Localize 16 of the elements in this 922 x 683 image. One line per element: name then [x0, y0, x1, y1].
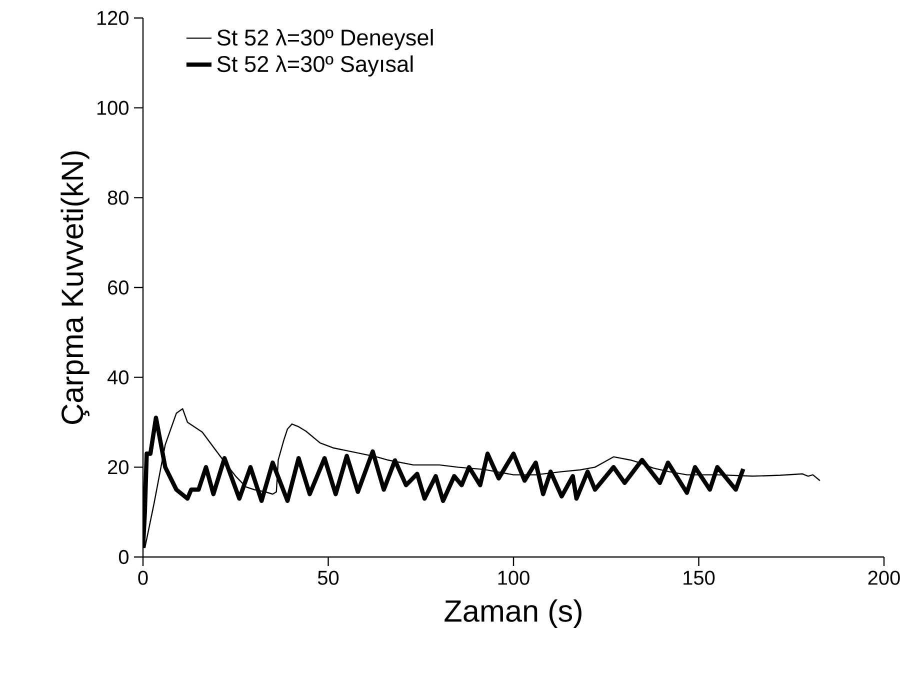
x-tick-label: 50: [318, 570, 339, 585]
y-tick-label: 80: [108, 190, 128, 205]
y-axis-title: Çarpma Kuvveti(kN): [60, 151, 90, 424]
x-axis-title: Zaman (s): [444, 599, 582, 628]
y-tick-label: 40: [108, 370, 128, 384]
legend-label: St 52 λ=30º Sayısal: [217, 55, 413, 77]
x-tick-label: 200: [868, 570, 900, 585]
x-tick-label: 150: [684, 570, 715, 585]
y-tick-label: 100: [97, 100, 128, 115]
x-tick-label: 100: [498, 570, 530, 585]
y-tick-label: 60: [108, 280, 128, 295]
x-tick-label: 0: [138, 570, 148, 585]
y-tick-label: 0: [118, 550, 128, 564]
y-tick-label: 120: [97, 10, 128, 26]
legend-label: St 52 λ=30º Deneysel: [217, 28, 433, 50]
y-tick-label: 20: [108, 460, 128, 474]
